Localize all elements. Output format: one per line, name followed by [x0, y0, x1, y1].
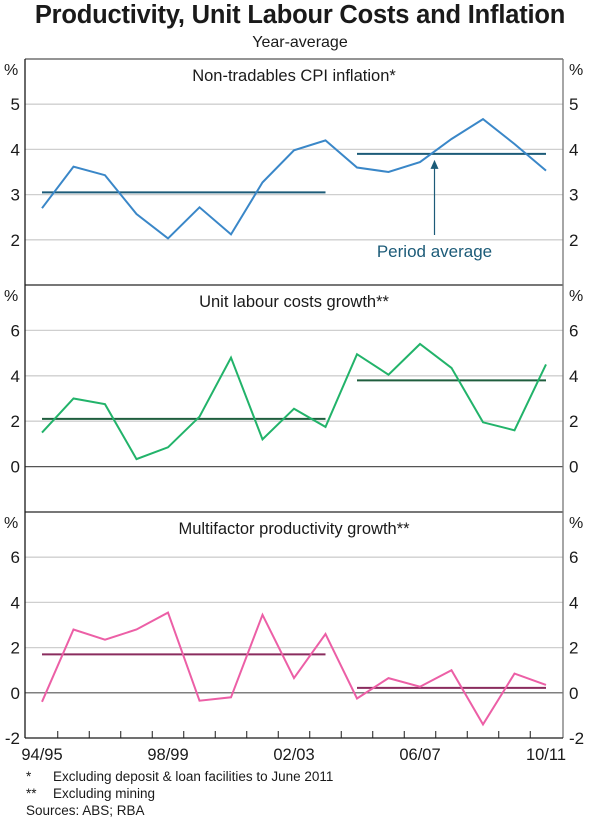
- y-tick-label-right: 0: [569, 684, 578, 703]
- y-tick-label-right: 6: [569, 548, 578, 567]
- y-tick-label-left: 2: [11, 231, 20, 250]
- unit-label-right: %: [569, 62, 583, 79]
- y-tick-label-left: -2: [5, 729, 20, 748]
- panel-title: Non-tradables CPI inflation*: [192, 67, 396, 85]
- footnote-mark: *: [26, 769, 32, 784]
- panel-title: Unit labour costs growth**: [199, 293, 389, 311]
- y-tick-label-right: 0: [569, 458, 578, 477]
- sources-note: Sources: ABS; RBA: [26, 803, 145, 818]
- y-tick-label-left: 6: [11, 321, 20, 340]
- y-tick-label-right: 2: [569, 231, 578, 250]
- y-tick-label-left: 6: [11, 548, 20, 567]
- series-line: [41, 117, 547, 240]
- x-tick-label: 94/95: [21, 746, 62, 764]
- x-tick-label: 02/03: [273, 746, 314, 764]
- y-tick-label-left: 0: [11, 458, 20, 477]
- x-tick-label: 98/99: [147, 746, 188, 764]
- chart-subtitle: Year-average: [252, 34, 348, 51]
- y-tick-label-right: 4: [569, 367, 578, 386]
- unit-label-left: %: [4, 515, 18, 532]
- y-tick-label-right: 2: [569, 639, 578, 658]
- y-tick-label-right: 4: [569, 140, 578, 159]
- series-line: [41, 342, 547, 461]
- y-tick-label-left: 3: [11, 186, 20, 205]
- unit-label-right: %: [569, 515, 583, 532]
- footnote-mark: **: [26, 786, 37, 801]
- y-tick-label-right: 3: [569, 186, 578, 205]
- footnote-1: * Excluding deposit & loan facilities to …: [26, 769, 333, 785]
- unit-label-left: %: [4, 288, 18, 305]
- y-tick-label-right: 6: [569, 321, 578, 340]
- y-tick-label-left: 4: [11, 593, 20, 612]
- y-tick-label-right: 5: [569, 95, 578, 114]
- unit-label-left: %: [4, 62, 18, 79]
- annotation-arrow-head: [430, 159, 439, 169]
- unit-label-right: %: [569, 288, 583, 305]
- y-tick-label-left: 4: [11, 367, 20, 386]
- y-tick-label-right: 2: [569, 412, 578, 431]
- x-tick-label: 10/11: [526, 746, 566, 764]
- y-tick-label-left: 4: [11, 140, 20, 159]
- y-tick-label-left: 2: [11, 412, 20, 431]
- x-tick-label: 06/07: [399, 746, 440, 764]
- footnote-text: Excluding deposit & loan facilities to J…: [53, 769, 334, 784]
- y-tick-label-left: 2: [11, 639, 20, 658]
- y-tick-label-right: 4: [569, 593, 578, 612]
- series-line: [41, 611, 547, 727]
- chart-title: Productivity, Unit Labour Costs and Infl…: [34, 1, 566, 29]
- footnote-text: Excluding mining: [53, 786, 156, 801]
- footnote-2: ** Excluding mining: [26, 786, 155, 802]
- y-tick-label-left: 5: [11, 95, 20, 114]
- y-tick-label-right: -2: [569, 729, 584, 748]
- y-tick-label-left: 0: [11, 684, 20, 703]
- annotation-label: Period average: [377, 242, 492, 261]
- panel-title: Multifactor productivity growth**: [178, 520, 410, 538]
